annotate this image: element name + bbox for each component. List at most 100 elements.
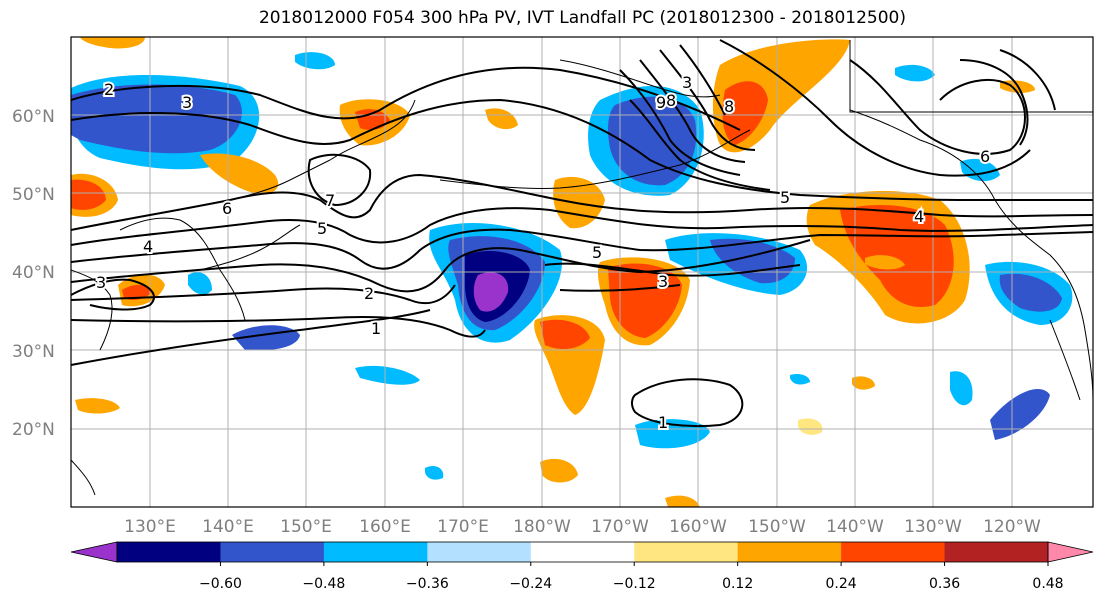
fill-orange-small-5: [665, 495, 700, 507]
lon-label: 150°W: [748, 517, 806, 537]
contour-line: [619, 69, 741, 176]
fill-blue-small-5: [895, 64, 935, 82]
contour-line: [70, 309, 431, 366]
lat-label: 50°N: [12, 185, 55, 205]
lat-label: 20°N: [12, 420, 55, 440]
lon-label: 180°W: [513, 517, 571, 537]
contour-line: [959, 59, 1029, 146]
lon-label: 140°W: [826, 517, 884, 537]
fill-blue-small-6: [188, 272, 212, 295]
colorbar-segment: [841, 542, 946, 562]
fill-red-west: [71, 179, 106, 210]
fill-white-hole-east: [865, 255, 905, 270]
contour-line: [70, 207, 1094, 246]
colorbar-segment: [220, 542, 325, 562]
contour-label: 8: [666, 91, 676, 110]
colorbar-segment: [737, 542, 842, 562]
colorbar-tick-label: −0.48: [302, 576, 345, 592]
colorbar-tick-label: 0.12: [722, 576, 753, 592]
contour-line: [629, 99, 771, 191]
contour-line: [849, 59, 1026, 155]
fill-orange-small-7: [798, 418, 823, 435]
lon-label: 160°E: [359, 517, 411, 537]
lon-label: 130°W: [904, 517, 962, 537]
colorbar-extend-low: [70, 541, 118, 563]
contour-label-group: 2 3 8 9 3 8 6 6 7 5 5 4 5 3 3 2 1 1 4: [94, 71, 992, 434]
fill-blue-small-7: [790, 373, 810, 385]
contour-line: [70, 239, 811, 293]
lon-label: 160°W: [669, 517, 727, 537]
fill-red-south: [540, 319, 590, 350]
contour-line: [70, 278, 155, 311]
colorbar-tick-label: 0.48: [1032, 576, 1063, 592]
contour-label: 3: [96, 273, 106, 292]
fill-purple-central: [473, 272, 509, 312]
lon-label: 170°E: [437, 517, 489, 537]
fill-red-korea: [122, 284, 152, 300]
contour-label: 5: [592, 243, 602, 262]
contour-line: [70, 66, 741, 131]
lat-label: 30°N: [12, 342, 55, 362]
colorbar: −0.60 −0.48 −0.36 −0.24 −0.12 0.12 0.24 0.36 0.4…: [70, 541, 1094, 592]
map-frame: [70, 36, 1094, 508]
lon-label: 140°E: [202, 517, 254, 537]
colorbar-segment: [944, 542, 1049, 562]
coastline-na-west: [849, 109, 1094, 401]
fill-blue-small-4: [295, 52, 335, 70]
pv-contours: [70, 39, 1094, 428]
pv-anomaly-fills: [71, 37, 1073, 507]
colorbar-tick-label: −0.60: [199, 576, 242, 592]
contour-line: [307, 153, 372, 207]
contour-line: [631, 378, 744, 428]
contour-label: 6: [980, 147, 990, 166]
colorbar-segment: [530, 542, 635, 562]
fill-navy-west: [71, 84, 242, 154]
colorbar-segment: [427, 542, 532, 562]
coastlines: [70, 40, 1094, 496]
colorbar-tick-label: −0.36: [406, 576, 449, 592]
coastline-kuril: [229, 159, 331, 201]
colorbar-tick-label: 0.36: [929, 576, 960, 592]
longitude-labels: 130°E 140°E 150°E 160°E 170°E 180°W 170°W 160°W…: [124, 517, 1041, 537]
contour-label: 3: [182, 93, 192, 112]
fill-navy-gulf-alaska: [607, 96, 697, 186]
coastline-alaska: [559, 59, 721, 98]
colorbar-border: [116, 541, 1049, 563]
contour-label: 5: [780, 188, 790, 207]
contour-line: [999, 49, 1056, 111]
lon-label: 120°W: [983, 517, 1041, 537]
map-title: 2018012000 F054 300 hPa PV, IVT Landfall…: [258, 8, 906, 28]
colorbar-tick-label: 0.24: [826, 576, 857, 592]
contour-line: [70, 284, 456, 305]
contour-label: 5: [317, 219, 327, 238]
coastline-baja: [1049, 319, 1081, 401]
contour-label: 1: [371, 319, 381, 338]
colorbar-tick-label: −0.24: [509, 576, 552, 592]
contour-label: 6: [222, 199, 232, 218]
contour-line: [544, 262, 801, 277]
fill-blue-small-8: [425, 466, 444, 480]
fill-blue-south: [355, 365, 420, 385]
lon-label: 130°E: [124, 517, 176, 537]
contour-label: 8: [724, 97, 734, 116]
contour-line: [559, 284, 681, 292]
colorbar-segment: [634, 542, 739, 562]
fill-orange-small-2: [540, 458, 578, 483]
coastline-philippines: [70, 459, 96, 496]
fill-orange-kuril: [200, 153, 279, 195]
fill-blue-small-3: [950, 371, 973, 406]
latitude-labels: 60°N 50°N 40°N 30°N 20°N: [12, 107, 55, 440]
contour-label: 9: [656, 93, 666, 112]
coastline-china: [70, 269, 113, 351]
contour-line: [679, 44, 726, 116]
colorbar-segment: [117, 542, 221, 562]
contour-label: 3: [658, 272, 668, 291]
fill-orange-small-1: [485, 108, 518, 130]
contour-label: 3: [682, 73, 692, 92]
contour-line: [719, 39, 1031, 177]
contour-label: 4: [914, 207, 924, 226]
coastline-kamchatka: [329, 99, 416, 161]
colorbar-segment: [323, 542, 428, 562]
fill-orange-small-4: [852, 376, 875, 390]
